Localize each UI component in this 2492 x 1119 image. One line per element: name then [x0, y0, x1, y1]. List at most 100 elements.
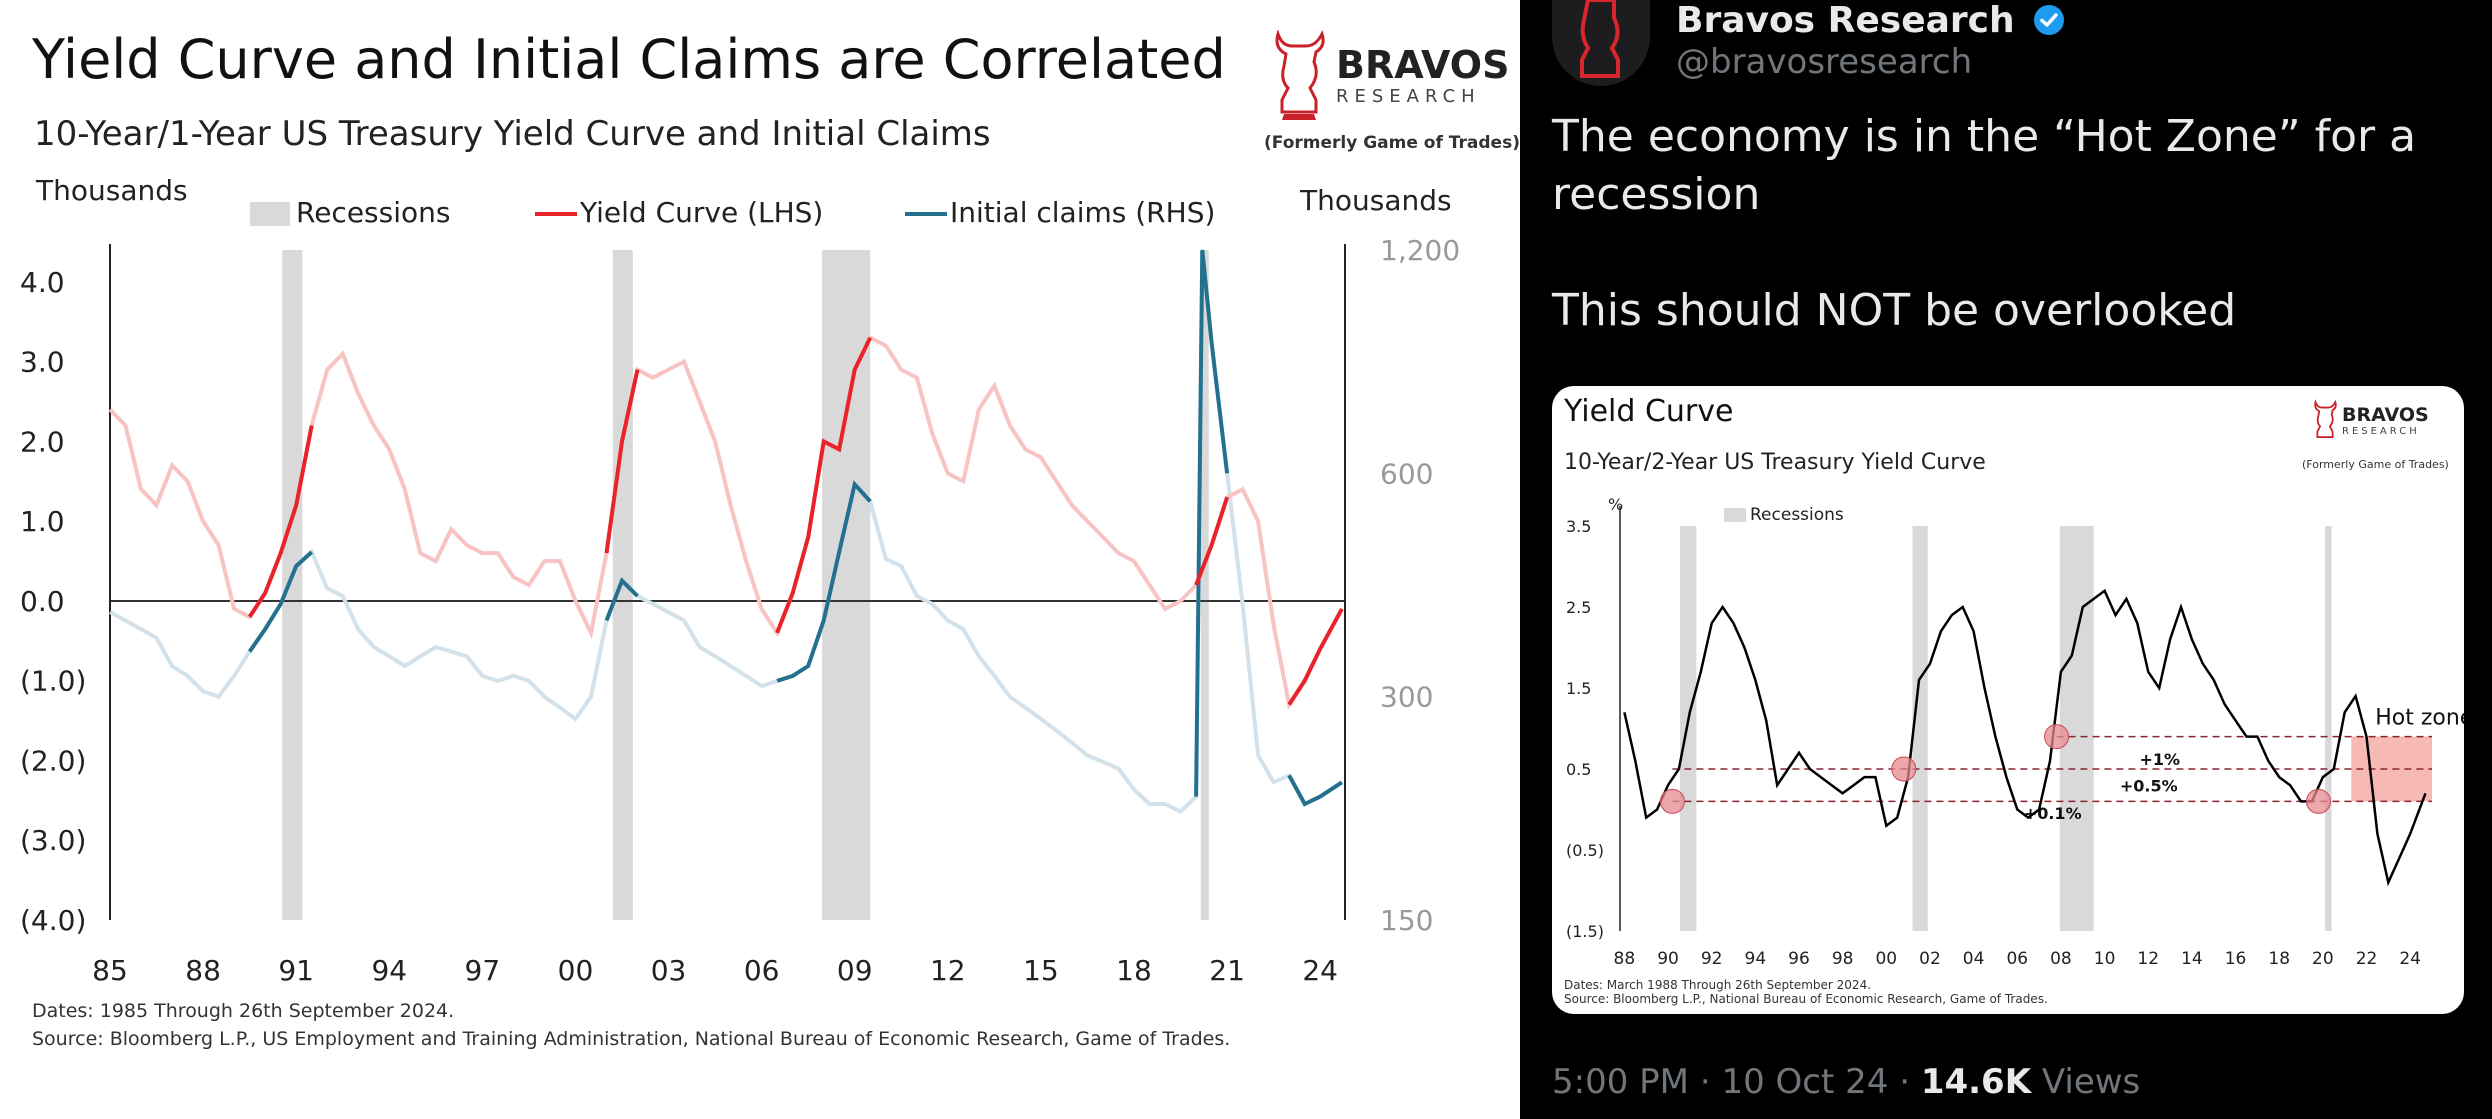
logo-name: BRAVOS [1336, 43, 1510, 87]
x-tick-label: 06 [2006, 949, 2028, 969]
x-tick-label: 15 [1023, 954, 1059, 987]
bull-knight-icon [1275, 30, 1325, 120]
x-tick-label: 88 [185, 954, 221, 987]
threshold-marker [1659, 788, 1685, 814]
x-tick-label: 12 [2137, 949, 2159, 969]
claims-line-faded [109, 249, 1344, 815]
avatar[interactable] [1552, 0, 1650, 86]
y-left-tick-label: (3.0) [20, 824, 86, 857]
tweet-date[interactable]: 10 Oct 24 [1721, 1062, 1889, 1102]
y-left-tick-label: 3.0 [20, 346, 65, 379]
claims-line-highlight [776, 480, 872, 683]
claims-line-highlight [1287, 774, 1344, 807]
card-note-dates: Dates: March 1988 Through 26th September… [1564, 978, 1872, 992]
yield-curve-mini-chart: Hot zone+1%+0.5%+0.1%3.52.51.50.5(0.5)(1… [1566, 495, 2464, 969]
chart-note-source: Source: Bloomberg L.P., US Employment an… [32, 1028, 1231, 1050]
y-tick-label: 2.5 [1566, 598, 1591, 617]
x-tick-label: 92 [1701, 949, 1723, 969]
x-tick-label: 18 [2268, 949, 2290, 969]
yield-curve-line-highlight [775, 336, 872, 634]
yield-claims-chart: 4.0 3.0 2.0 1.0 0.0 (1.0) (2.0) (3.0) (4.0) 1,200… [20, 174, 1460, 987]
recession-band [1912, 526, 1928, 931]
claims-line-highlight [1194, 249, 1230, 797]
bull-knight-icon [2314, 399, 2337, 439]
recession-band [612, 250, 633, 920]
x-tick-label: 94 [1745, 949, 1767, 969]
logo-sub: RESEARCH [1336, 86, 1481, 107]
chart-note-dates: Dates: 1985 Through 26th September 2024. [32, 1000, 455, 1022]
x-tick-label: 85 [92, 954, 128, 987]
claims-line-highlight [604, 577, 639, 622]
y-axis-label: % [1608, 495, 1623, 514]
account-name[interactable]: Bravos Research [1676, 0, 2065, 41]
y-right-tick-label: 600 [1380, 457, 1433, 490]
chart-subtitle: 10-Year/1-Year US Treasury Yield Curve a… [34, 114, 991, 154]
tweet-panel: Bravos Research @bravosresearch The econ… [1520, 0, 2492, 1119]
x-tick-label: 22 [2356, 949, 2378, 969]
bull-knight-icon [1580, 0, 1620, 78]
x-tick-label: 02 [1919, 949, 1941, 969]
x-tick-label: 08 [2050, 949, 2072, 969]
legend-label-yield-curve: Yield Curve (LHS) [579, 196, 823, 229]
threshold-marker [1891, 756, 1917, 782]
y-right-tick-label: 300 [1380, 681, 1433, 714]
x-tick-label: 12 [930, 954, 966, 987]
x-tick-label: 09 [837, 954, 873, 987]
x-tick-label: 00 [558, 954, 594, 987]
x-tick-label: 97 [465, 954, 501, 987]
x-tick-label: 88 [1614, 949, 1636, 969]
logo-note: (Formerly Game of Trades) [1264, 133, 1520, 153]
recession-band [1680, 526, 1697, 931]
account-handle[interactable]: @bravosresearch [1676, 42, 1973, 82]
y-left-tick-label: 2.0 [20, 425, 65, 458]
verified-badge-icon [2034, 5, 2065, 35]
yield-curve-line [1623, 588, 2427, 887]
tweet-image-card[interactable]: Yield Curve 10-Year/2-Year US Treasury Y… [1552, 386, 2464, 1014]
x-tick-label: 98 [1832, 949, 1854, 969]
x-tick-label: 94 [371, 954, 407, 987]
y-tick-label: 3.5 [1566, 517, 1591, 536]
y-left-tick-label: 1.0 [20, 505, 65, 538]
yield-curve-line-faded [108, 334, 1344, 710]
y-right-label: Thousands [1299, 184, 1452, 217]
y-left-label: Thousands [35, 174, 188, 207]
x-tick-label: 96 [1788, 949, 1810, 969]
y-left-tick-label: (4.0) [20, 904, 86, 937]
hot-zone-label: Hot zone [2375, 706, 2464, 731]
y-left-tick-label: (1.0) [20, 665, 86, 698]
tweet-time[interactable]: 5:00 PM [1552, 1062, 1689, 1102]
legend-swatch-recessions [1724, 508, 1746, 522]
yield-curve-line-highlight [1287, 607, 1344, 706]
card-logo-name: BRAVOS [2342, 403, 2429, 426]
threshold-label: +0.5% [2120, 777, 2178, 796]
x-tick-label: 10 [2094, 949, 2116, 969]
x-tick-label: 21 [1209, 954, 1245, 987]
recession-band [2325, 526, 2332, 931]
y-left-tick-label: 4.0 [20, 266, 65, 299]
x-tick-label: 14 [2181, 949, 2203, 969]
meta-separator: · [1699, 1062, 1711, 1102]
views-count: 14.6K [1920, 1062, 2032, 1102]
yield-curve-line-highlight [1194, 496, 1230, 586]
x-tick-label: 90 [1657, 949, 1679, 969]
threshold-label: +1% [2140, 750, 2181, 769]
y-tick-label: (1.5) [1566, 922, 1604, 941]
x-tick-label: 06 [744, 954, 780, 987]
y-left-tick-label: 0.0 [20, 585, 65, 618]
card-logo-note: (Formerly Game of Trades) [2302, 458, 2449, 471]
x-tick-label: 24 [2399, 949, 2421, 969]
meta-separator: · [1899, 1062, 1910, 1102]
card-logo: BRAVOS RESEARCH [2312, 398, 2429, 444]
y-right-tick-label: 1,200 [1380, 234, 1460, 267]
card-note-source: Source: Bloomberg L.P., National Bureau … [1564, 992, 2048, 1006]
x-tick-label: 16 [2225, 949, 2247, 969]
y-tick-label: 1.5 [1566, 679, 1591, 698]
card-subtitle: 10-Year/2-Year US Treasury Yield Curve [1564, 450, 1986, 475]
claims-line-highlight [247, 550, 314, 653]
legend-label-recessions: Recessions [296, 196, 450, 229]
left-chart-panel: Yield Curve and Initial Claims are Corre… [20, 28, 1520, 1050]
card-title: Yield Curve [1564, 394, 1734, 429]
card-logo-sub: RESEARCH [2342, 425, 2420, 437]
chart-title: Yield Curve and Initial Claims are Corre… [32, 28, 1226, 91]
legend-label-claims: Initial claims (RHS) [950, 196, 1215, 229]
